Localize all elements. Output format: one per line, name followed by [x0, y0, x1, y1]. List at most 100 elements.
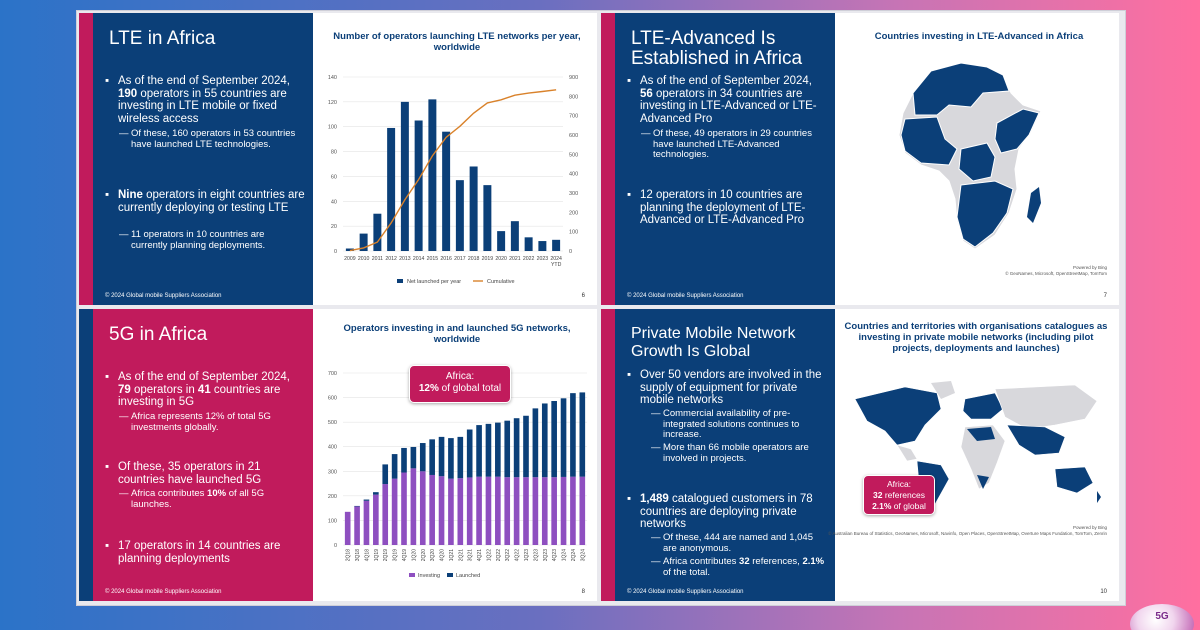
x-tick-label: 2024 YTD — [550, 256, 562, 268]
bullet: ▪ As of the end of September 2024, 56 op… — [627, 75, 827, 125]
bullet-bold: 41 — [197, 383, 211, 396]
slide-title: Private Mobile Network Growth Is Global — [631, 325, 796, 360]
russia-asia — [994, 384, 1098, 430]
x-tick-label: 2Q19 — [383, 549, 389, 561]
y-tick-label: 200 — [328, 494, 337, 500]
x-tick-label: 2010 — [358, 256, 370, 262]
map-title: Countries investing in LTE-Advanced in A… — [874, 31, 1084, 42]
y-left-tick-label: 20 — [331, 224, 337, 230]
north-america — [854, 386, 942, 446]
bullet-text: operators in 55 countries are investing … — [118, 87, 287, 125]
bullet-bold: 1,489 — [640, 493, 669, 505]
y-tick-label: 0 — [334, 543, 337, 549]
bullet: ▪ Over 50 vendors are involved in the su… — [627, 369, 827, 407]
y-tick-label: 500 — [328, 420, 337, 426]
x-tick-label: 3Q19 — [393, 549, 399, 561]
x-tick-label: 2Q24 — [571, 549, 577, 561]
bar — [455, 180, 464, 251]
bar-launched — [438, 436, 445, 477]
bullet: ▪ As of the end of September 2024, 79 op… — [105, 371, 305, 409]
bar-launched — [570, 393, 576, 477]
sub-bullet-text: Africa represents 12% of total 5G invest… — [131, 411, 271, 433]
x-tick-label: 4Q22 — [515, 549, 521, 561]
callout-text: references — [882, 490, 925, 500]
y-right-tick-label: 800 — [569, 94, 578, 100]
callout-label: Africa: — [886, 479, 912, 489]
x-tick-label: 2017 — [454, 256, 466, 262]
bar-launched — [448, 438, 454, 479]
bar-investing — [391, 478, 398, 545]
bar-launched — [429, 439, 435, 475]
text-panel: Private Mobile Network Growth Is Global … — [601, 309, 835, 601]
x-tick-label: 4Q20 — [440, 549, 446, 561]
y-left-tick-label: 0 — [334, 249, 337, 255]
bar-launched — [373, 492, 379, 495]
x-tick-label: 3Q22 — [505, 549, 511, 561]
callout-text: of global — [891, 501, 926, 511]
legend-label: Investing — [418, 573, 440, 579]
y-left-tick-label: 40 — [331, 199, 337, 205]
y-right-tick-label: 900 — [569, 75, 578, 81]
bar-launched — [485, 423, 492, 477]
x-tick-label: 2013 — [399, 256, 411, 262]
bullet-icon: ▪ — [105, 371, 110, 383]
sub-bullet: — Of these, 49 operators in 29 countries… — [641, 128, 821, 161]
sub-bullet-text: 11 operators in 10 countries are current… — [131, 229, 266, 251]
bar-investing — [382, 484, 389, 545]
bar — [469, 166, 478, 251]
x-tick-label: 2022 — [523, 256, 535, 262]
bar-investing — [419, 471, 426, 545]
bar-launched — [401, 447, 407, 473]
sub-bullet-text: references, — [749, 556, 803, 567]
x-tick-label: 3Q21 — [468, 549, 474, 561]
bullet: ▪ 17 operators in 14 countries are plann… — [105, 540, 305, 565]
sub-bullet: — 11 operators in 10 countries are curre… — [119, 229, 299, 251]
page-number: 8 — [581, 589, 585, 595]
text-panel: LTE in Africa ▪ As of the end of Septemb… — [79, 13, 313, 305]
bar-launched — [410, 446, 417, 469]
bullet-icon: ▪ — [627, 75, 632, 87]
north-africa-region — [912, 62, 1010, 116]
page-number: 10 — [1100, 589, 1107, 595]
africa — [960, 424, 1006, 490]
x-tick-label: 2018 — [468, 256, 480, 262]
bullet-text: operators in eight countries are current… — [118, 189, 305, 214]
x-tick-label: 4Q19 — [402, 549, 408, 561]
bar — [497, 231, 506, 251]
x-tick-label: 2023 — [537, 256, 549, 262]
west-africa-region — [900, 116, 958, 166]
asia-south — [1006, 424, 1066, 456]
bar-launched — [382, 464, 389, 485]
page-number: 7 — [1103, 293, 1107, 299]
y-tick-label: 300 — [328, 469, 337, 475]
bar-launched — [391, 454, 398, 479]
bullet-bold: 79 — [118, 383, 131, 396]
map-title: Countries and territories with organisat… — [844, 321, 1108, 354]
bullet-text: operators in 34 countries are investing … — [640, 87, 817, 125]
legend-label: Cumulative — [487, 279, 515, 285]
central-america — [896, 444, 918, 462]
bar — [510, 221, 519, 251]
bar-investing — [513, 477, 520, 545]
gsa-logo: 5G — [1130, 604, 1194, 630]
callout-bold: 32 — [873, 490, 883, 500]
x-tick-label: 2016 — [440, 256, 452, 262]
sub-bullet-text: Commercial availability of pre-integrate… — [663, 408, 800, 440]
africa-callout: Africa: 12% of global total — [409, 365, 511, 403]
callout-label: Africa: — [445, 371, 475, 382]
bullet: ▪ Nine operators in eight countries are … — [105, 189, 305, 214]
y-right-tick-label: 0 — [569, 249, 572, 255]
accent-bar — [601, 13, 615, 305]
bullet: ▪ 12 operators in 10 countries are plann… — [627, 189, 827, 227]
x-tick-label: 2Q22 — [496, 549, 502, 561]
bullet-text: As of the end of September 2024, — [118, 371, 290, 383]
y-left-tick-label: 80 — [331, 150, 337, 156]
x-tick-label: 2020 — [495, 256, 507, 262]
bar-investing — [495, 476, 501, 545]
legend-label: Net launched per year — [407, 279, 461, 285]
bar-investing — [457, 478, 464, 545]
accent-bar — [79, 309, 93, 601]
x-tick-label: 3Q18 — [355, 549, 361, 561]
x-tick-label: 1Q19 — [374, 549, 380, 561]
